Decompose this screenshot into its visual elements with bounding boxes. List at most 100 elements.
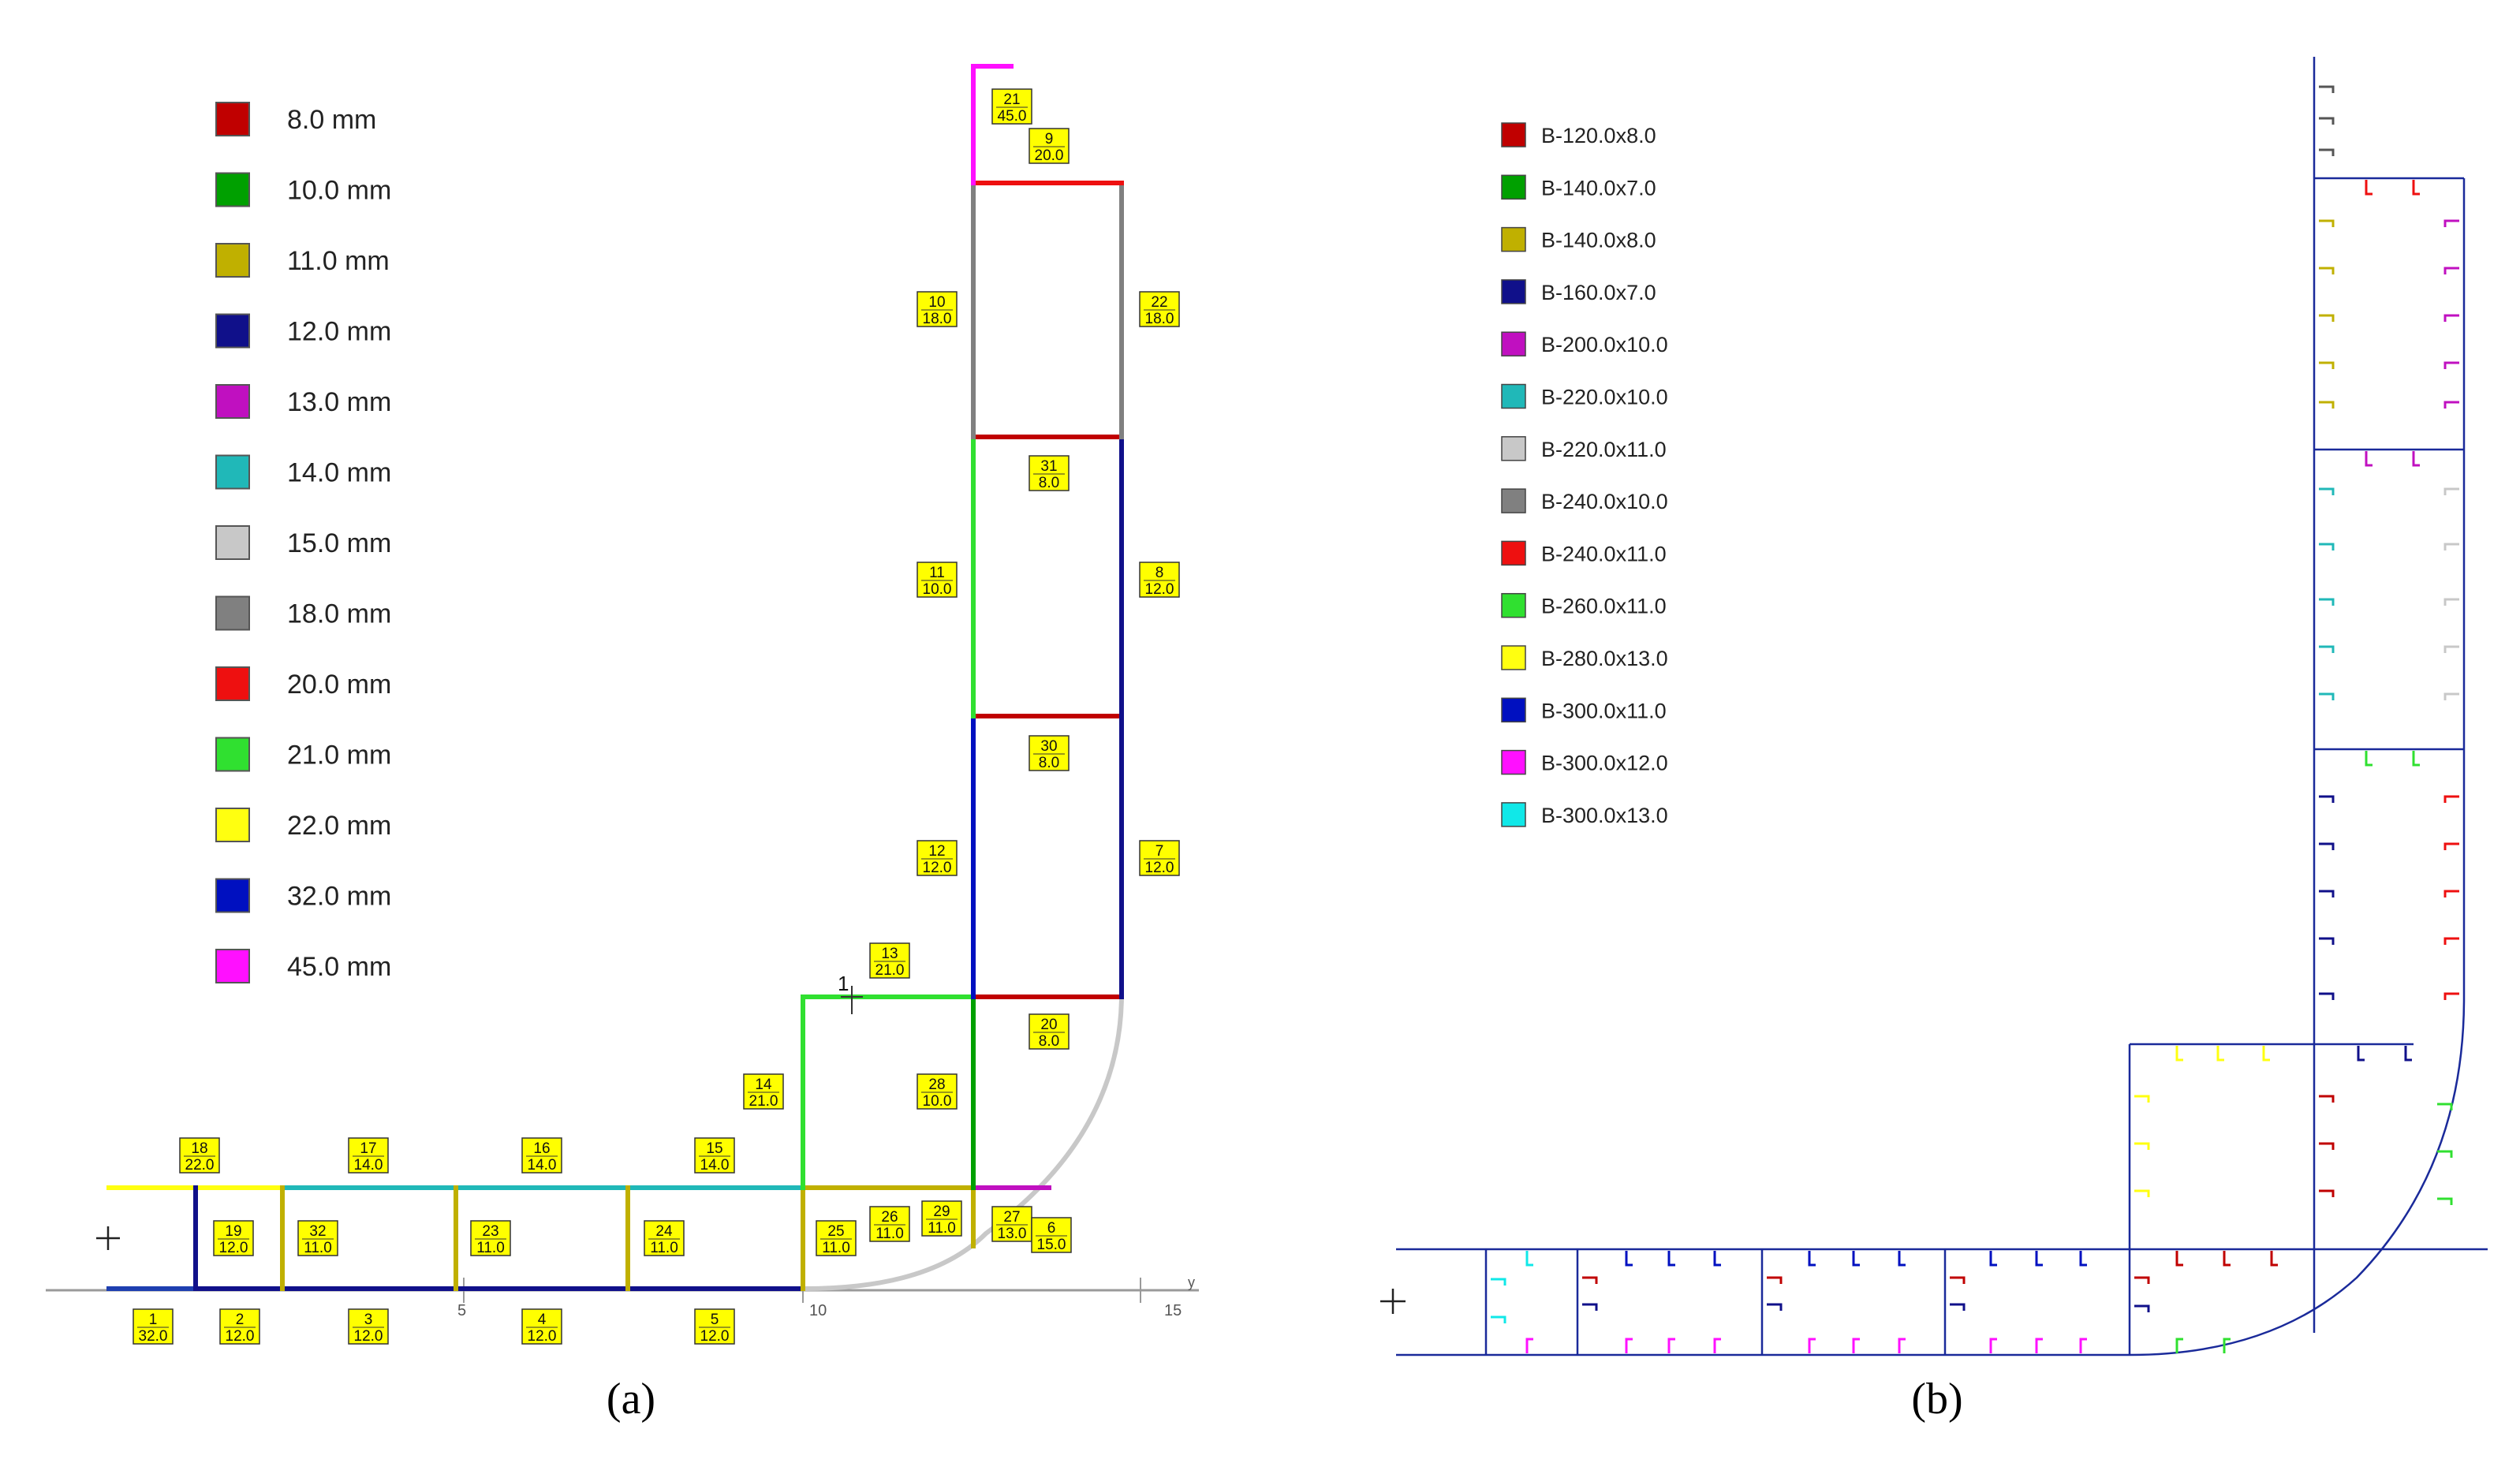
stiffener-mark: [2319, 543, 2335, 550]
stiffener-mark: [1898, 1251, 1906, 1267]
legend-b-swatch: [1501, 488, 1526, 513]
stiffener-mark: [2134, 1142, 2150, 1150]
element-tag-id: 1: [149, 1312, 158, 1328]
element-tags: 2145.0920.01018.02218.0318.01110.0812.03…: [133, 88, 1180, 1345]
stiffener-mark: [2175, 1046, 2183, 1062]
stiffener-mark: [2412, 180, 2420, 196]
stiffener-mark: [2035, 1251, 2043, 1267]
stiffener-mark: [2216, 1046, 2224, 1062]
element-tag-value: 21.0: [749, 1093, 778, 1110]
element-tag-value: 12.0: [1145, 581, 1174, 598]
element-tag-value: 12.0: [219, 1240, 248, 1256]
element-tag-id: 4: [538, 1312, 547, 1328]
stiffener-mark: [2319, 992, 2335, 1000]
element-tag: 208.0: [1029, 1013, 1070, 1050]
stiffener-mark: [1767, 1276, 1783, 1284]
element-tag-id: 32: [309, 1223, 326, 1240]
stiffener-mark: [1852, 1251, 1860, 1267]
stiffener-mark: [1989, 1338, 1997, 1353]
stiffener-mark: [2319, 1095, 2335, 1103]
stiffener-mark: [1950, 1303, 1966, 1311]
element-tag: 132.0: [133, 1308, 174, 1345]
legend-a-swatch: [215, 102, 250, 136]
stiffener-mark: [1491, 1315, 1506, 1323]
legend-b-label: B-140.0x7.0: [1541, 176, 1656, 200]
element-tag-value: 8.0: [1039, 755, 1059, 771]
stiffener-mark: [2437, 1103, 2453, 1110]
stiffener-mark: [2443, 361, 2459, 369]
stiffener-mark: [1898, 1338, 1906, 1353]
stiffener-mark: [1667, 1251, 1675, 1267]
stiffener-mark: [1582, 1303, 1598, 1311]
stiffener-mark: [2412, 451, 2420, 467]
stiffener-mark: [2443, 645, 2459, 653]
legend-a-swatch: [215, 313, 250, 349]
stiffener-mark: [1713, 1251, 1721, 1267]
legend-a-swatch: [215, 949, 250, 983]
element-tag-id: 23: [482, 1223, 498, 1240]
legend-b-swatch: [1501, 645, 1526, 670]
element-tag-value: 12.0: [923, 860, 952, 876]
stiffener-mark: [1808, 1251, 1816, 1267]
element-tag-id: 27: [1003, 1209, 1020, 1226]
legend-b-swatch: [1501, 279, 1526, 304]
legend-b-label: B-280.0x13.0: [1541, 647, 1668, 670]
legend-a-label: 15.0 mm: [287, 528, 391, 558]
stiffener-mark: [2437, 1150, 2453, 1158]
panel-a-caption: (a): [607, 1375, 655, 1424]
element-tag-id: 30: [1040, 738, 1057, 755]
element-tag: 512.0: [694, 1308, 735, 1345]
element-tag-id: 17: [360, 1140, 376, 1157]
coaming-45: [971, 64, 1014, 185]
legend-a-label: 11.0 mm: [287, 246, 390, 276]
element-tag-id: 21: [1003, 91, 1020, 108]
stiffener-mark: [2223, 1251, 2231, 1267]
stiffener-mark: [2319, 85, 2335, 93]
stiffener-mark: [1713, 1338, 1721, 1353]
stiffener-mark: [2134, 1276, 2150, 1284]
element-tag: 212.0: [219, 1308, 260, 1345]
element-tag-id: 6: [1047, 1220, 1056, 1237]
element-tag-value: 11.0: [650, 1240, 678, 1256]
panel-a-thickness-diagram: 8.0 mm 10.0 mm 11.0 mm 12.0 mm 13.0 mm 14.0 m…: [46, 64, 1199, 1424]
element-tag-value: 8.0: [1039, 1033, 1059, 1050]
legend-b-swatch: [1501, 226, 1526, 252]
element-tag-value: 10.0: [923, 581, 952, 598]
stiffener-mark: [2443, 795, 2459, 803]
legend-a-label: 22.0 mm: [287, 811, 391, 841]
panel-b-hull: [1396, 57, 2488, 1356]
panel-a-structure: [106, 64, 1125, 1292]
stiffener-mark: [1582, 1276, 1598, 1284]
stiffener-mark: [2319, 890, 2335, 897]
stiffener-mark: [2443, 692, 2459, 700]
element-tag-value: 12.0: [700, 1328, 730, 1345]
element-tag-value: 12.0: [528, 1328, 557, 1345]
element-tag-value: 12.0: [226, 1328, 255, 1345]
legend-b-swatch: [1501, 383, 1526, 409]
stiffener-mark: [2443, 890, 2459, 897]
panel-a-legend: 8.0 mm 10.0 mm 11.0 mm 12.0 mm 13.0 mm 14.0 m…: [215, 102, 391, 983]
stiffener-mark: [2319, 1142, 2335, 1150]
element-tag: 712.0: [1139, 840, 1180, 876]
legend-b-swatch: [1501, 592, 1526, 618]
legend-a-label: 8.0 mm: [287, 105, 376, 135]
stiffener-mark: [2319, 645, 2335, 653]
panel-a-axis: 5 10 15 y: [46, 1274, 1199, 1319]
element-tag-id: 31: [1040, 458, 1057, 475]
stiffener-mark: [1989, 1251, 1997, 1267]
element-tag-value: 14.0: [354, 1157, 383, 1174]
legend-a-label: 10.0 mm: [287, 176, 391, 206]
legend-b-label: B-300.0x13.0: [1541, 804, 1668, 827]
element-tag-id: 8: [1155, 565, 1164, 581]
stiffener-mark: [2319, 314, 2335, 322]
